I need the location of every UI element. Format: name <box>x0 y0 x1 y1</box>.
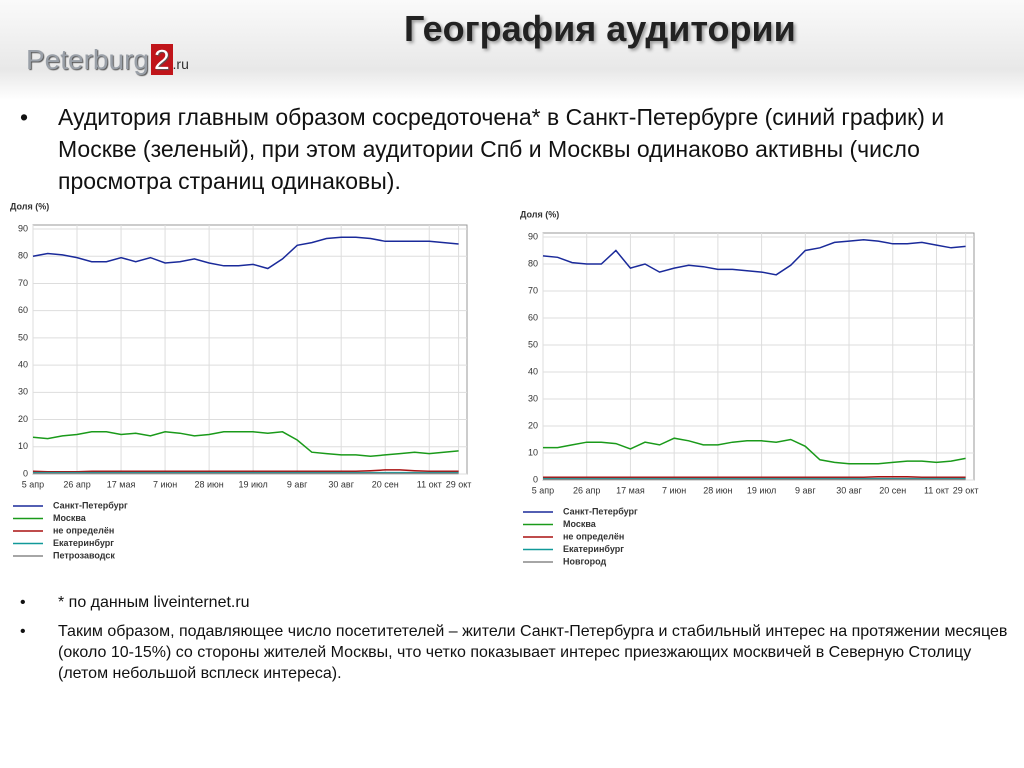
x-tick-label: 7 июн <box>662 485 686 495</box>
legend-label: Москва <box>563 519 597 529</box>
logo-tld: .ru <box>172 56 189 72</box>
series-line <box>543 437 966 465</box>
y-tick-label: 50 <box>18 332 28 342</box>
x-tick-label: 11 окт <box>417 479 442 489</box>
y-tick-label: 70 <box>18 278 28 288</box>
x-tick-label: 29 окт <box>953 485 979 495</box>
y-axis-label: Доля (%) <box>520 209 559 219</box>
chart: Доля (%) 0 10 20 30 40 50 60 70 80 90 5 апр 26 апр 17… <box>8 196 482 574</box>
bullet: Аудитория главным образом сосредоточена*… <box>20 101 1010 197</box>
x-tick-label: 30 авг <box>836 485 862 495</box>
x-tick-label: 26 апр <box>63 479 90 489</box>
y-tick-label: 10 <box>528 447 538 457</box>
legend-label: Москва <box>53 513 87 523</box>
y-tick-label: 90 <box>528 231 538 241</box>
chart: Доля (%) 0 10 20 30 40 50 60 70 80 90 5 апр 26 апр 17… <box>518 204 988 576</box>
y-tick-label: 40 <box>528 366 538 376</box>
x-tick-label: 7 июн <box>153 479 177 489</box>
x-tick-label: 26 апр <box>573 485 600 495</box>
y-tick-label: 0 <box>23 468 28 478</box>
logo-num: 2 <box>150 44 173 75</box>
logo: Peterburg 2 .ru <box>26 44 189 76</box>
bullet: Таким образом, подавляющее число посетит… <box>20 621 1010 684</box>
series-line <box>32 431 459 458</box>
legend-label: Петрозаводск <box>53 550 115 560</box>
series-line <box>32 236 459 270</box>
x-tick-label: 20 сен <box>879 485 906 495</box>
legend-label: Новгород <box>563 556 607 566</box>
bullets-top: Аудитория главным образом сосредоточена*… <box>20 101 1010 197</box>
legend-label: не определён <box>563 531 624 541</box>
x-tick-label: 30 авг <box>328 479 354 489</box>
series-line <box>543 476 966 479</box>
series-line <box>542 238 966 276</box>
legend-label: не определён <box>53 525 114 535</box>
y-tick-label: 70 <box>528 285 538 295</box>
y-tick-label: 20 <box>18 414 28 424</box>
x-tick-label: 5 апр <box>532 485 554 495</box>
x-tick-label: 20 сен <box>372 479 399 489</box>
legend-label: Санкт-Петербург <box>53 500 128 510</box>
legend-label: Екатеринбург <box>53 538 114 548</box>
y-tick-label: 60 <box>18 305 28 315</box>
y-tick-label: 10 <box>18 441 28 451</box>
x-tick-label: 19 июл <box>238 479 267 489</box>
x-tick-label: 11 окт <box>924 485 949 495</box>
x-tick-label: 19 июл <box>747 485 776 495</box>
y-tick-label: 60 <box>528 312 538 322</box>
legend-label: Санкт-Петербург <box>563 506 638 516</box>
y-axis-label: Доля (%) <box>10 201 49 211</box>
y-tick-label: 30 <box>528 393 538 403</box>
x-tick-label: 28 июн <box>703 485 732 495</box>
y-tick-label: 80 <box>18 251 28 261</box>
y-tick-label: 40 <box>18 359 28 369</box>
x-tick-label: 5 апр <box>22 479 44 489</box>
slide-title: География аудитории <box>404 8 796 49</box>
x-tick-label: 9 авг <box>795 485 816 495</box>
y-tick-label: 30 <box>18 387 28 397</box>
x-tick-label: 17 мая <box>107 479 136 489</box>
bullets-bottom: * по данным liveinternet.ru Таким образом… <box>20 592 1010 692</box>
x-tick-label: 17 мая <box>616 485 645 495</box>
y-tick-label: 20 <box>528 420 538 430</box>
logo-name: Peterburg <box>26 44 149 75</box>
bullet: * по данным liveinternet.ru <box>20 592 1010 613</box>
y-tick-label: 0 <box>533 474 538 484</box>
series-line <box>32 469 459 473</box>
y-tick-label: 90 <box>18 223 28 233</box>
y-tick-label: 80 <box>528 258 538 268</box>
x-tick-label: 29 окт <box>446 479 472 489</box>
x-tick-label: 28 июн <box>194 479 223 489</box>
y-tick-label: 50 <box>528 339 538 349</box>
x-tick-label: 9 авг <box>287 479 308 489</box>
legend-label: Екатеринбург <box>563 544 624 554</box>
